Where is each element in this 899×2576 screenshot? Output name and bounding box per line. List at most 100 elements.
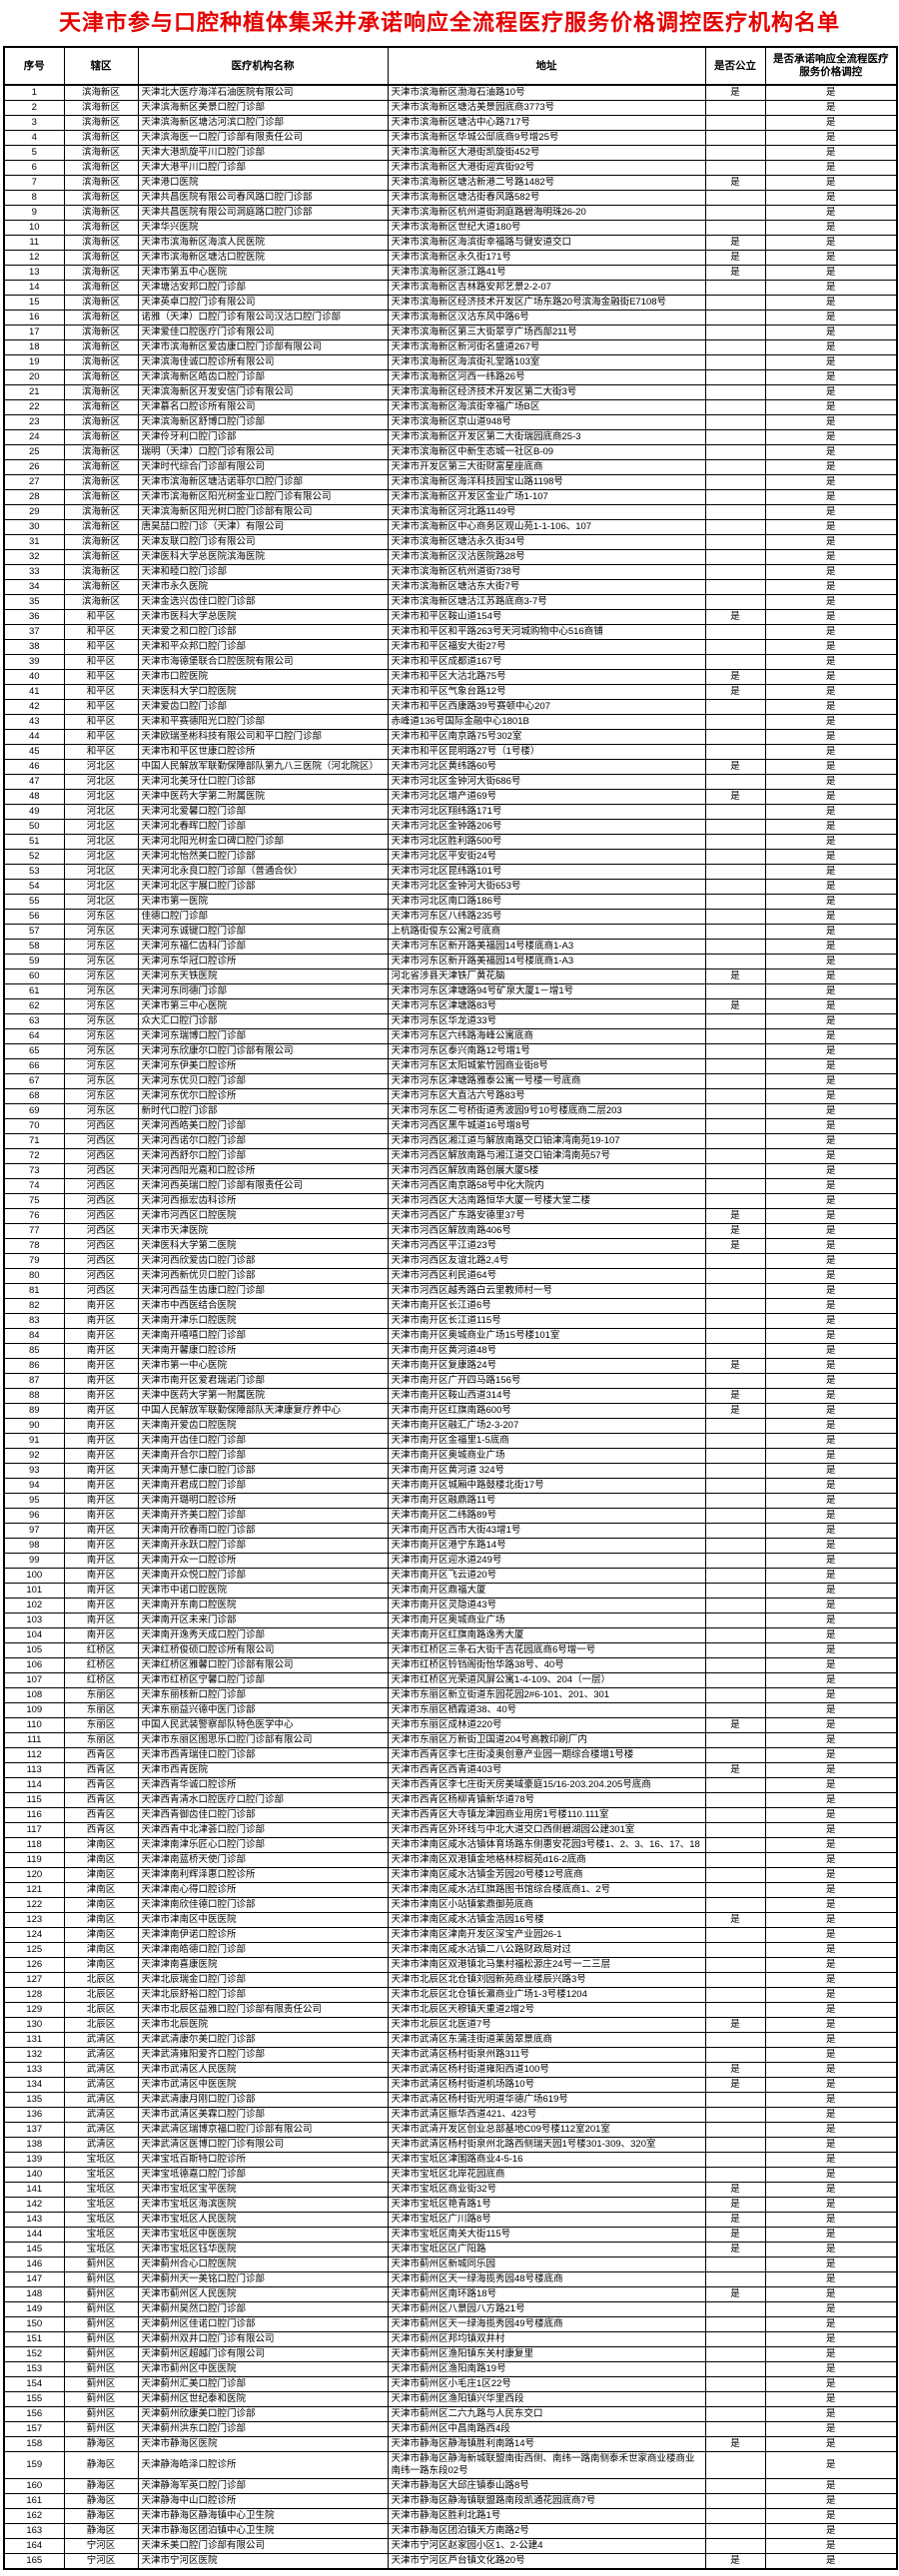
cell-seq: 149: [3, 2301, 65, 2318]
table-row: 88 南开区 天津中医药大学第一附属医院 天津市南开区鞍山西道314号是是: [3, 1388, 898, 1405]
cell-address: 天津市河北区胜利路500号: [387, 834, 706, 851]
cell-name: 天津共昌医院有限公司春风路口腔门诊部: [137, 190, 389, 207]
cell-commit: 是: [764, 2376, 898, 2393]
cell-seq: 14: [3, 280, 65, 297]
cell-name: 天津爱之和口腔门诊部: [137, 624, 389, 641]
table-row: 58 河东区 天津河东福仁齿科门诊部 天津市河东区新开路美福园14号楼底商1-A3 是: [3, 939, 898, 956]
cell-name: 天津市宝坻区中医医院: [137, 2227, 389, 2244]
cell-commit: 是: [764, 729, 898, 746]
cell-public: 是: [704, 1388, 766, 1405]
cell-address: 天津市滨海新区浙江路41号: [387, 265, 706, 282]
cell-seq: 146: [3, 2256, 65, 2273]
cell-seq: 67: [3, 1073, 65, 1090]
table-row: 27 滨海新区 天津市滨海新区塘沽诺菲尔口腔门诊部 天津市滨海新区海洋科技园宝山路11…: [3, 474, 898, 491]
cell-seq: 103: [3, 1612, 65, 1629]
cell-address: 天津市河西区解放南路406号: [387, 1223, 706, 1240]
cell-district: 河北区: [63, 774, 139, 791]
table-row: 69 河东区 新时代口腔门诊部 天津市河东区二号桥街道秀波园9号10号楼底商二层203…: [3, 1103, 898, 1120]
cell-district: 蓟州区: [63, 2391, 139, 2408]
cell-public: [704, 1418, 766, 1435]
cell-district: 河东区: [63, 1088, 139, 1105]
cell-district: 和平区: [63, 699, 139, 716]
cell-name: 天津市海德堡联合口腔医院有限公司: [137, 654, 389, 671]
cell-commit: 是: [764, 1358, 898, 1375]
cell-name: 天津河西振宏齿科诊所: [137, 1193, 389, 1210]
table-row: 108 东丽区 天津东丽核新口腔门诊部 天津市东丽区新立街道东园花园2#6-101、2…: [3, 1687, 898, 1704]
cell-name: 天津南开欣春雨口腔门诊部: [137, 1523, 389, 1540]
table-row: 26 滨海新区 天津时代综合门诊部有限公司 天津市开发区第三大街财富星座底商 是: [3, 459, 898, 476]
cell-address: 天津市滨海新区吉林路安邦艺景2-2-07: [387, 280, 706, 297]
cell-name: 天津津南伊诺口腔诊所: [137, 1927, 389, 1944]
cell-district: 蓟州区: [63, 2406, 139, 2423]
cell-district: 蓟州区: [63, 2421, 139, 2438]
table-row: 22 滨海新区 天津慕名口腔诊所有限公司 天津市滨海新区海滨街幸福广场B区 是: [3, 399, 898, 416]
table-row: 38 和平区 天津和平众邦口腔门诊部 天津市和平区福安大街27号 是: [3, 639, 898, 656]
table-row: 1 滨海新区 天津北大医疗海洋石油医院有限公司 天津市滨海新区渤海石油路10号是是: [3, 84, 898, 102]
cell-public: [704, 2523, 766, 2540]
cell-commit: 是: [764, 1193, 898, 1210]
cell-seq: 152: [3, 2346, 65, 2363]
cell-name: 天津河东欣康尔口腔门诊部有限公司: [137, 1043, 389, 1060]
cell-district: 河北区: [63, 834, 139, 851]
cell-seq: 30: [3, 519, 65, 536]
cell-public: 是: [704, 1762, 766, 1779]
cell-commit: 是: [764, 399, 898, 416]
cell-commit: 是: [764, 2167, 898, 2184]
cell-address: 天津市河北区平安街24号: [387, 849, 706, 866]
cell-name: 天津河西英瑞口腔门诊部有限责任公司: [137, 1178, 389, 1195]
cell-district: 南开区: [63, 1598, 139, 1614]
cell-seq: 85: [3, 1343, 65, 1360]
column-header-public: 是否公立: [704, 46, 766, 87]
cell-public: [704, 1882, 766, 1899]
cell-public: 是: [704, 1238, 766, 1255]
table-row: 132 武清区 天津武清雍阳爱齐口腔门诊部 天津市武清区杨村街泉州路311号 是: [3, 2047, 898, 2064]
cell-name: 天津东丽益兴德中医门诊部: [137, 1702, 389, 1719]
cell-name: 天津河东优尔口腔诊所: [137, 1088, 389, 1105]
cell-name: 天津蓟州双井口腔门诊有限公司: [137, 2331, 389, 2348]
cell-commit: 是: [764, 1568, 898, 1585]
cell-address: 天津市南开区黄河道48号: [387, 1343, 706, 1360]
cell-district: 河西区: [63, 1238, 139, 1255]
cell-public: [704, 1283, 766, 1300]
cell-name: 天津河东华冠口腔诊所: [137, 954, 389, 970]
cell-seq: 15: [3, 295, 65, 312]
cell-commit: 是: [764, 1208, 898, 1225]
cell-commit: 是: [764, 624, 898, 641]
table-row: 119 津南区 天津津南蓝桥天使门诊部 天津市津南区双港镇金地格林棕榈苑d16-2底商…: [3, 1852, 898, 1869]
cell-public: [704, 1508, 766, 1525]
cell-public: [704, 205, 766, 222]
cell-seq: 105: [3, 1642, 65, 1659]
cell-name: 天津西青华诚口腔诊所: [137, 1777, 389, 1794]
column-header-name: 医疗机构名称: [137, 46, 389, 87]
cell-name: 天津河北怡然美口腔门诊部: [137, 849, 389, 866]
cell-seq: 163: [3, 2523, 65, 2540]
cell-public: [704, 1957, 766, 1974]
cell-name: 天津滨海佳诚口腔诊所有限公司: [137, 354, 389, 371]
cell-public: 是: [704, 84, 766, 102]
cell-commit: 是: [764, 714, 898, 731]
cell-seq: 110: [3, 1717, 65, 1734]
cell-public: [704, 1897, 766, 1914]
cell-commit: 是: [764, 2508, 898, 2525]
cell-commit: 是: [764, 1927, 898, 1944]
cell-public: 是: [704, 2062, 766, 2079]
table-row: 101 南开区 天津市中诺口腔医院 天津市南开区鼎福大厦 是: [3, 1583, 898, 1600]
cell-commit: 是: [764, 2002, 898, 2019]
cell-name: 天津红桥区雅馨口腔门诊部有限公司: [137, 1657, 389, 1674]
cell-district: 河北区: [63, 879, 139, 896]
cell-district: 滨海新区: [63, 235, 139, 252]
table-row: 50 河北区 天津河北春晖口腔门诊部 天津市河北区金钟路206号 是: [3, 819, 898, 836]
cell-address: 天津市南开区港宁东路14号: [387, 1538, 706, 1555]
cell-seq: 23: [3, 414, 65, 431]
cell-public: [704, 1642, 766, 1659]
cell-district: 南开区: [63, 1418, 139, 1435]
cell-district: 河西区: [63, 1193, 139, 1210]
cell-district: 河东区: [63, 998, 139, 1015]
cell-public: [704, 1118, 766, 1135]
cell-district: 武清区: [63, 2122, 139, 2139]
cell-commit: 是: [764, 1882, 898, 1899]
cell-commit: 是: [764, 100, 898, 117]
cell-seq: 28: [3, 489, 65, 506]
table-row: 42 和平区 天津爱齿口腔门诊部 天津市和平区西康路39号赛顿中心207 是: [3, 699, 898, 716]
cell-address: 天津市南开区鞍山西道314号: [387, 1388, 706, 1405]
